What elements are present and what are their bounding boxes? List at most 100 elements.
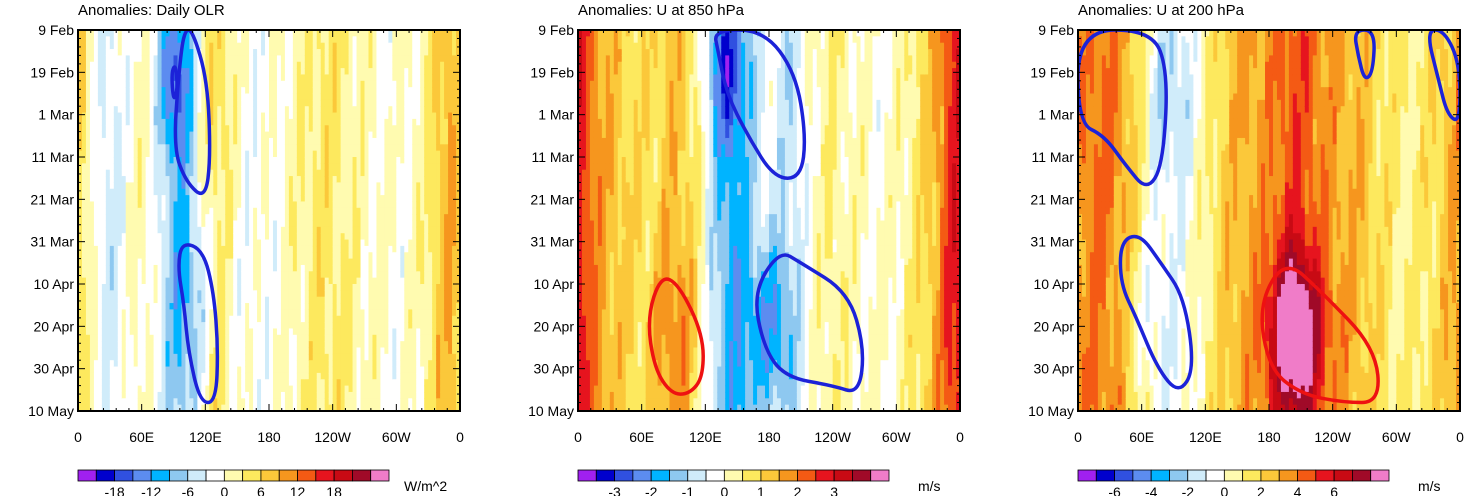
field-cell <box>400 322 405 330</box>
field-cell <box>388 252 393 260</box>
field-cell <box>189 372 194 380</box>
field-cell <box>300 379 306 387</box>
field-cell <box>368 144 374 152</box>
field-cell <box>312 284 318 291</box>
field-cell <box>109 322 115 330</box>
field-cell <box>165 106 171 114</box>
field-cell <box>288 233 294 241</box>
field-cell <box>145 328 151 336</box>
field-cell <box>328 341 334 349</box>
field-cell <box>93 157 99 164</box>
field-cell <box>165 201 171 209</box>
field-cell <box>81 341 87 349</box>
field-cell <box>197 322 202 330</box>
field-cell <box>233 322 238 330</box>
field-cell <box>316 322 322 330</box>
field-cell <box>400 366 405 374</box>
field-cell <box>109 157 115 164</box>
field-cell <box>284 328 290 336</box>
field-cell <box>320 258 326 266</box>
field-cell <box>344 131 350 139</box>
field-cell <box>121 334 127 342</box>
field-cell <box>308 347 314 355</box>
field-cell <box>312 239 318 247</box>
field-cell <box>276 112 282 120</box>
field-cell <box>404 360 409 368</box>
field-cell <box>233 99 238 107</box>
field-cell <box>81 404 87 411</box>
field-cell <box>113 125 119 133</box>
field-cell <box>81 226 87 234</box>
field-cell <box>304 87 310 95</box>
field-cell <box>173 195 179 203</box>
field-cell <box>300 131 306 139</box>
field-cell <box>272 182 278 190</box>
field-cell <box>388 182 393 190</box>
field-cell <box>157 245 163 253</box>
field-cell <box>316 296 322 304</box>
field-cell <box>380 366 385 374</box>
field-cell <box>181 118 187 126</box>
field-cell <box>153 341 159 349</box>
field-cell <box>249 131 254 139</box>
field-cell <box>233 284 238 291</box>
field-cell <box>284 303 290 310</box>
field-cell <box>257 163 262 171</box>
field-cell <box>308 385 314 393</box>
field-cell <box>225 296 230 304</box>
field-cell <box>101 93 107 101</box>
field-cell <box>288 30 294 37</box>
field-cell <box>392 118 397 126</box>
field-cell <box>217 36 222 44</box>
field-cell <box>245 245 250 253</box>
field-cell <box>384 61 389 69</box>
field-cell <box>272 233 278 241</box>
field-cell <box>205 385 210 393</box>
field-cell <box>396 93 401 101</box>
field-cell <box>137 315 143 323</box>
field-cell <box>233 137 238 145</box>
field-cell <box>380 385 385 393</box>
field-cell <box>81 334 87 342</box>
field-cell <box>396 55 401 63</box>
field-cell <box>197 87 202 95</box>
field-cell <box>280 309 286 317</box>
field-cell <box>233 157 238 164</box>
field-cell <box>105 106 111 114</box>
field-cell <box>189 322 194 330</box>
field-cell <box>229 118 234 126</box>
field-cell <box>141 334 147 342</box>
field-cell <box>272 322 278 330</box>
field-cell <box>189 385 194 393</box>
field-cell <box>288 61 294 69</box>
field-cell <box>372 284 378 291</box>
field-cell <box>133 169 139 177</box>
field-cell <box>161 398 167 406</box>
field-cell <box>249 42 254 50</box>
field-cell <box>384 379 389 387</box>
field-cell <box>173 61 179 69</box>
field-cell <box>125 163 131 171</box>
field-cell <box>221 99 226 107</box>
field-cell <box>177 30 183 37</box>
field-cell <box>320 264 326 272</box>
field-cell <box>376 112 382 120</box>
field-cell <box>265 264 270 272</box>
field-cell <box>364 207 370 215</box>
field-cell <box>161 42 167 50</box>
field-cell <box>296 391 302 399</box>
field-cell <box>189 150 194 158</box>
field-cell <box>93 36 99 44</box>
field-cell <box>205 150 210 158</box>
field-cell <box>141 112 147 120</box>
field-cell <box>288 398 294 406</box>
field-cell <box>388 157 393 164</box>
field-cell <box>316 303 322 310</box>
field-cell <box>316 379 322 387</box>
field-cell <box>384 214 389 222</box>
field-cell <box>272 137 278 145</box>
field-cell <box>197 157 202 164</box>
field-cell <box>221 322 226 330</box>
field-cell <box>332 80 338 88</box>
field-cell <box>261 271 266 279</box>
